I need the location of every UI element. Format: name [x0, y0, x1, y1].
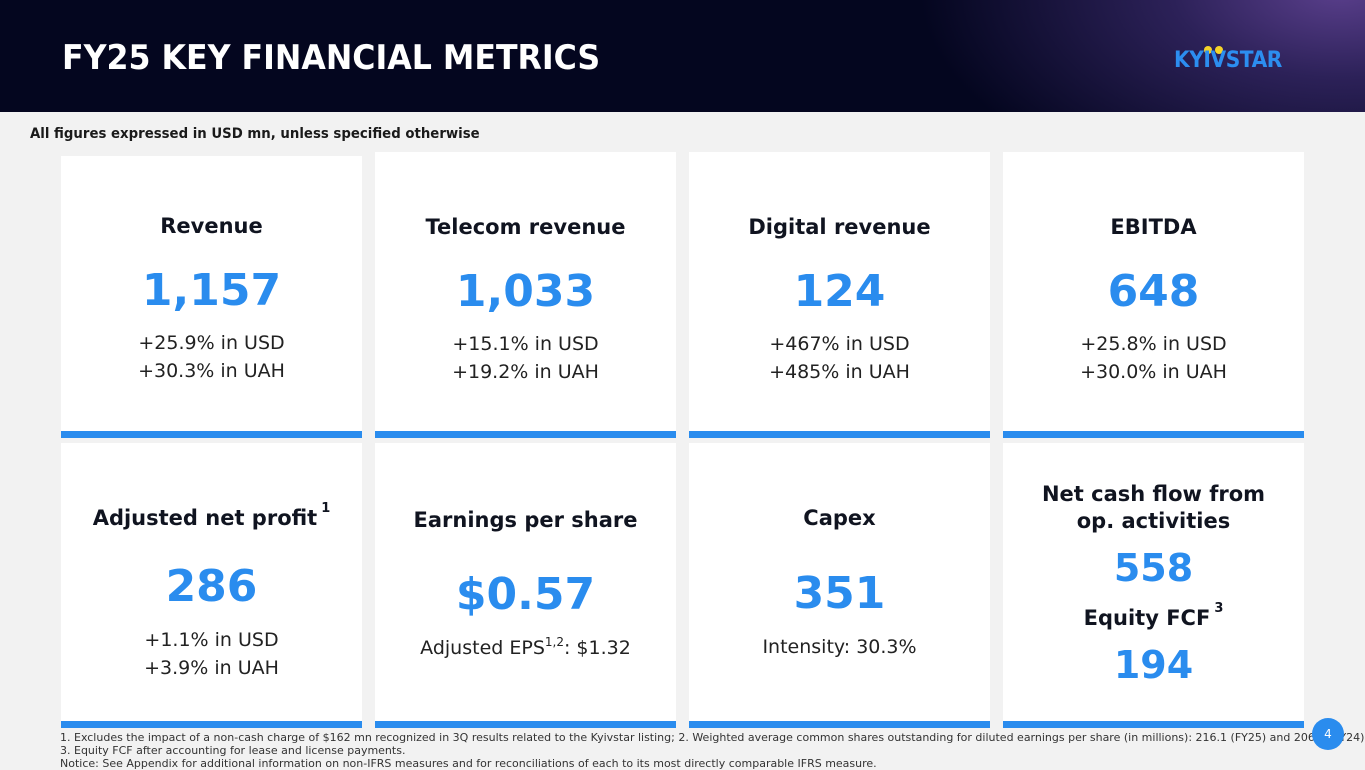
- metric-label: Adjusted net profit 1: [92, 501, 331, 530]
- metric-growth-uah: +19.2% in UAH: [452, 361, 599, 383]
- card-accent-bar: [375, 431, 676, 438]
- card-accent-bar: [375, 721, 676, 728]
- earnings-per-share-card: Earnings per share $0.57 Adjusted EPS1,2…: [375, 443, 676, 728]
- logo-dots-icon: [1204, 39, 1226, 58]
- metric-label: Telecom revenue: [425, 215, 626, 239]
- footnote-line: 1. Excludes the impact of a non-cash cha…: [60, 731, 1365, 744]
- card-accent-bar: [61, 721, 362, 728]
- metric-growth-usd: +1.1% in USD: [144, 629, 279, 651]
- logo-text: KYIVSTAR: [1174, 48, 1282, 73]
- metric-growth-uah: +3.9% in UAH: [144, 657, 279, 679]
- ebitda-card: EBITDA 648 +25.8% in USD +30.0% in UAH: [1003, 152, 1304, 438]
- metric-growth-uah: +30.3% in UAH: [138, 360, 285, 382]
- equity-fcf-value: 194: [1113, 643, 1194, 687]
- adjusted-eps-note: Adjusted EPS1,2: $1.32: [420, 635, 631, 659]
- metric-growth-usd: +467% in USD: [769, 333, 910, 355]
- metric-label: Digital revenue: [748, 215, 931, 239]
- footnote-marker: 1: [321, 501, 331, 516]
- metric-label: EBITDA: [1110, 215, 1197, 239]
- metric-label-line2: op. activities: [1076, 509, 1231, 533]
- footnote-line: Notice: See Appendix for additional info…: [60, 757, 877, 770]
- metric-value: 124: [793, 266, 886, 317]
- metric-growth-usd: +25.9% in USD: [138, 332, 285, 354]
- revenue-card: Revenue 1,157 +25.9% in USD +30.3% in UA…: [61, 156, 362, 438]
- kyivstar-logo: KYIVSTAR: [1174, 39, 1302, 73]
- metric-label: Capex: [803, 506, 876, 530]
- footnote-marker: 3: [1214, 601, 1224, 616]
- card-accent-bar: [1003, 721, 1304, 728]
- footnote-marker: 1,2: [544, 635, 564, 649]
- metric-value: $0.57: [455, 569, 596, 620]
- header-banner: FY25 KEY FINANCIAL METRICS KYIVSTAR: [0, 0, 1365, 112]
- page-number-badge: 4: [1312, 718, 1344, 750]
- metric-value: 1,157: [141, 265, 282, 316]
- page-title: FY25 KEY FINANCIAL METRICS: [62, 38, 601, 78]
- metric-growth-uah: +485% in UAH: [769, 361, 910, 383]
- footnotes: 1. Excludes the impact of a non-cash cha…: [60, 731, 1365, 770]
- capex-card: Capex 351 Intensity: 30.3%: [689, 443, 990, 728]
- metric-growth-uah: +30.0% in UAH: [1080, 361, 1227, 383]
- equity-fcf-label: Equity FCF 3: [1083, 601, 1224, 630]
- card-accent-bar: [61, 431, 362, 438]
- metric-label: Earnings per share: [413, 508, 638, 532]
- card-accent-bar: [1003, 431, 1304, 438]
- telecom-revenue-card: Telecom revenue 1,033 +15.1% in USD +19.…: [375, 152, 676, 438]
- metric-value: 558: [1113, 546, 1194, 590]
- metric-value: 351: [793, 568, 886, 619]
- metric-value: 648: [1107, 266, 1200, 317]
- metric-value: 1,033: [455, 266, 596, 317]
- capex-intensity: Intensity: 30.3%: [762, 636, 917, 658]
- metric-label: Revenue: [160, 214, 263, 238]
- adjusted-net-profit-card: Adjusted net profit 1 286 +1.1% in USD +3…: [61, 443, 362, 728]
- digital-revenue-card: Digital revenue 124 +467% in USD +485% i…: [689, 152, 990, 438]
- card-accent-bar: [689, 721, 990, 728]
- metric-label-line1: Net cash flow from: [1041, 482, 1266, 506]
- card-accent-bar: [689, 431, 990, 438]
- metric-value: 286: [165, 561, 258, 612]
- net-cash-flow-card: Net cash flow from op. activities 558 Eq…: [1003, 443, 1304, 728]
- footnote-line: 3. Equity FCF after accounting for lease…: [60, 744, 406, 757]
- units-note: All figures expressed in USD mn, unless …: [30, 126, 480, 142]
- metric-growth-usd: +25.8% in USD: [1080, 333, 1227, 355]
- metric-growth-usd: +15.1% in USD: [452, 333, 599, 355]
